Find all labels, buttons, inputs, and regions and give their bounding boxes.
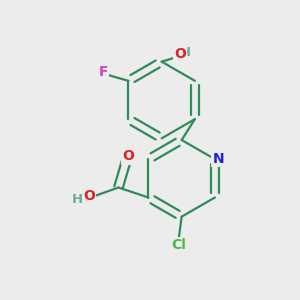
Text: H: H — [179, 46, 191, 59]
Text: N: N — [212, 152, 224, 166]
Text: O: O — [122, 149, 134, 164]
Text: O: O — [174, 47, 186, 61]
Text: H: H — [72, 193, 83, 206]
Text: F: F — [99, 65, 108, 80]
Text: O: O — [83, 189, 95, 203]
Text: Cl: Cl — [171, 238, 186, 252]
